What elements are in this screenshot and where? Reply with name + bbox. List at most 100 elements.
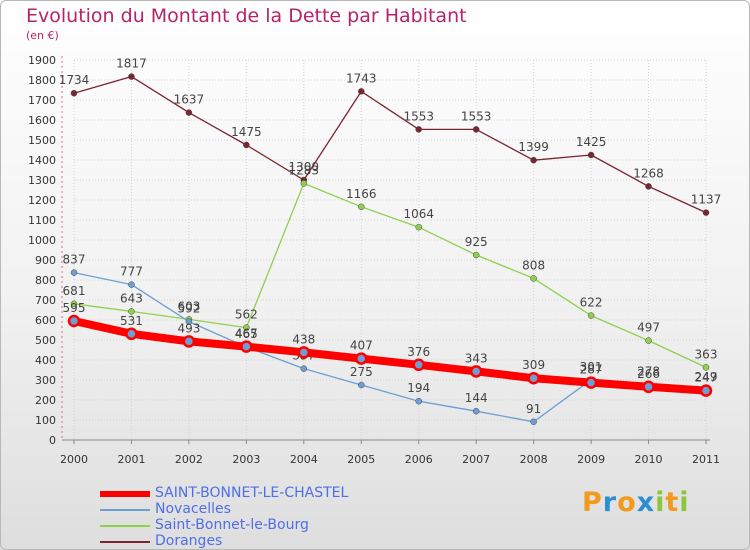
y-tick-label: 400 [35,354,56,367]
data-point [699,384,713,397]
data-point [527,371,540,385]
data-point [128,308,135,315]
x-tick-label: 2002 [175,453,203,466]
data-label: 287 [580,363,603,377]
data-label: 777 [120,265,143,279]
y-tick-label: 1700 [28,94,56,107]
data-point [530,275,537,282]
data-label: 194 [407,381,430,395]
data-label: 493 [177,321,200,335]
legend-swatch [100,541,150,543]
data-label: 376 [407,345,430,359]
chart-title: Evolution du Montant de la Dette par Hab… [26,5,467,27]
y-tick-label: 0 [49,434,56,447]
x-tick-label: 2007 [462,453,490,466]
data-point [530,156,537,164]
proxiti-logo: Proxiti [582,487,690,518]
data-label: 407 [350,339,373,353]
series-line-saint-bonnet-le-chastel [70,317,710,395]
y-tick-label: 1000 [28,234,56,247]
data-label: 1553 [403,109,434,123]
data-point [472,407,480,415]
data-label: 467 [235,327,258,341]
data-point [182,335,196,348]
data-label: 275 [350,365,373,379]
data-label: 1166 [346,187,377,201]
data-label: 1137 [691,193,722,207]
data-point [530,418,537,426]
y-tick-label: 800 [35,274,56,287]
logo-letter: o [617,487,637,518]
data-point [185,318,193,325]
x-tick-label: 2001 [117,453,145,466]
y-tick-label: 200 [35,394,56,407]
data-label: 438 [292,332,315,346]
y-tick-label: 900 [35,254,56,267]
y-tick-label: 1900 [28,54,56,67]
data-label: 808 [522,258,545,272]
data-label: 1553 [461,109,492,123]
x-tick-label: 2005 [347,453,375,466]
y-tick-label: 700 [35,294,56,307]
y-tick-label: 1600 [28,114,56,127]
data-point [128,281,135,288]
data-label: 278 [637,364,660,378]
data-label: 266 [637,367,660,381]
data-point [355,352,368,365]
data-point [469,365,483,378]
x-tick-label: 2000 [60,453,88,466]
data-label: 343 [465,351,488,365]
data-label: 465 [235,327,258,341]
data-label: 562 [235,308,258,322]
y-tick-label: 600 [35,314,56,327]
data-point [415,126,422,133]
data-point [702,209,710,216]
data-label: 681 [63,284,86,298]
data-point [584,376,598,389]
y-tick-label: 100 [35,414,56,427]
logo-letter: r [602,487,618,518]
y-tick-label: 300 [35,374,56,387]
data-point [125,327,138,341]
data-label: 603 [177,299,200,313]
data-label: 249 [695,370,718,384]
data-label: 1268 [633,166,664,180]
data-label: 595 [63,301,86,315]
data-label: 925 [465,235,488,249]
unit-label: (en €) [26,29,59,42]
legend-label: Saint-Bonnet-le-Bourg [155,517,309,533]
legend-swatch [100,491,150,497]
y-tick-label: 1800 [28,74,56,87]
data-label: 301 [580,360,603,374]
data-label: 592 [177,302,200,316]
y-tick-label: 1300 [28,174,56,187]
data-point [243,324,250,331]
y-tick-label: 500 [35,334,56,347]
data-point [472,251,480,259]
logo-letter: t [665,487,680,518]
data-point [297,346,311,359]
data-label: 1817 [116,57,147,71]
data-label: 1399 [518,140,549,154]
x-tick-label: 2009 [577,453,605,466]
data-point [412,358,425,372]
data-point [70,269,78,276]
y-tick-label: 1200 [28,194,56,207]
data-point [67,314,81,328]
data-label: 1734 [59,73,90,87]
x-tick-label: 2004 [290,453,318,466]
x-tick-label: 2006 [405,453,433,466]
data-label: 1637 [174,93,205,107]
series-line-doranges [73,75,707,214]
data-point [185,109,193,116]
data-point [70,89,78,97]
data-point [587,151,595,159]
data-point [587,312,595,319]
data-point [642,380,655,394]
legend-label: Doranges [155,533,223,549]
data-point [70,300,78,308]
logo-letter: i [655,487,666,518]
data-point [300,180,308,187]
series-line-novacelles [73,271,707,423]
